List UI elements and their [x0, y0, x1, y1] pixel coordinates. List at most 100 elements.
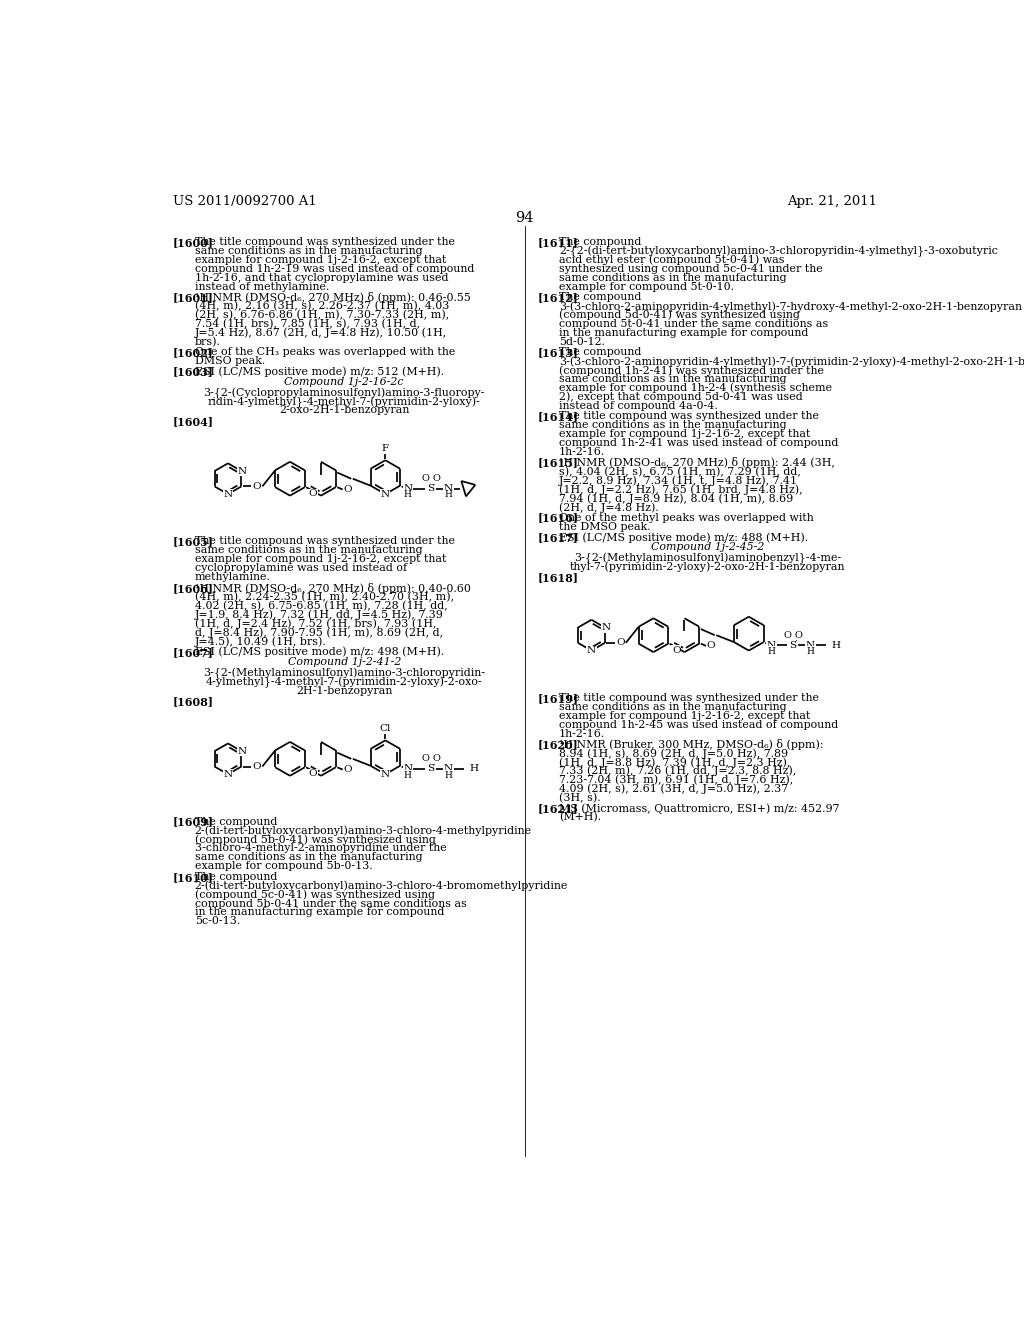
Text: 1h-2-16.: 1h-2-16.: [559, 729, 605, 739]
Text: (2H, d, J=4.8 Hz).: (2H, d, J=4.8 Hz).: [559, 502, 658, 512]
Text: H: H: [806, 647, 814, 656]
Text: example for compound 1j-2-16-2, except that: example for compound 1j-2-16-2, except t…: [559, 429, 810, 440]
Text: 3-(3-chloro-2-aminopyridin-4-ylmethyl)-7-hydroxy-4-methyl-2-oxo-2H-1-benzopyran: 3-(3-chloro-2-aminopyridin-4-ylmethyl)-7…: [559, 301, 1022, 312]
Text: example for compound 5t-0-10.: example for compound 5t-0-10.: [559, 281, 734, 292]
Text: 2H-1-benzopyran: 2H-1-benzopyran: [296, 685, 392, 696]
Text: [1603]: [1603]: [173, 367, 214, 378]
Text: [1614]: [1614]: [538, 412, 579, 422]
Text: Compound 1j-2-41-2: Compound 1j-2-41-2: [288, 657, 401, 667]
Text: brs).: brs).: [195, 337, 220, 347]
Text: One of the CH₃ peaks was overlapped with the: One of the CH₃ peaks was overlapped with…: [195, 347, 455, 358]
Text: same conditions as in the manufacturing: same conditions as in the manufacturing: [195, 853, 422, 862]
Text: ¹H NMR (DMSO-d₆, 270 MHz) δ (ppm): 2.44 (3H,: ¹H NMR (DMSO-d₆, 270 MHz) δ (ppm): 2.44 …: [559, 458, 835, 469]
Text: 7.23-7.04 (3H, m), 6.91 (1H, d, J=7.6 Hz),: 7.23-7.04 (3H, m), 6.91 (1H, d, J=7.6 Hz…: [559, 775, 794, 785]
Text: The compound: The compound: [559, 347, 641, 358]
Text: N: N: [403, 764, 413, 774]
Text: H: H: [444, 771, 452, 780]
Text: O: O: [795, 631, 803, 640]
Text: N: N: [601, 623, 610, 632]
Text: ESI (LC/MS positive mode) m/z: 512 (M+H).: ESI (LC/MS positive mode) m/z: 512 (M+H)…: [195, 367, 443, 378]
Text: MS (Micromass, Quattromicro, ESI+) m/z: 452.97: MS (Micromass, Quattromicro, ESI+) m/z: …: [559, 803, 840, 813]
Text: [1612]: [1612]: [538, 292, 578, 304]
Text: Compound 1j-2-45-2: Compound 1j-2-45-2: [651, 543, 764, 553]
Text: O: O: [672, 645, 681, 655]
Text: 4-ylmethyl}-4-methyl-7-(pyrimidin-2-yloxy)-2-oxo-: 4-ylmethyl}-4-methyl-7-(pyrimidin-2-ylox…: [206, 677, 482, 688]
Text: [1605]: [1605]: [173, 536, 214, 548]
Text: [1609]: [1609]: [173, 817, 214, 828]
Text: [1602]: [1602]: [173, 347, 214, 358]
Text: 5c-0-13.: 5c-0-13.: [195, 916, 240, 927]
Text: US 2011/0092700 A1: US 2011/0092700 A1: [173, 195, 316, 209]
Text: 3-(3-chloro-2-aminopyridin-4-ylmethyl)-7-(pyrimidin-2-yloxy)-4-methyl-2-oxo-2H-1: 3-(3-chloro-2-aminopyridin-4-ylmethyl)-7…: [559, 356, 1024, 367]
Text: O: O: [343, 484, 351, 494]
Text: 4.02 (2H, s), 6.75-6.85 (1H, m), 7.28 (1H, dd,: 4.02 (2H, s), 6.75-6.85 (1H, m), 7.28 (1…: [195, 601, 447, 611]
Text: S: S: [788, 640, 796, 649]
Text: (3H, s).: (3H, s).: [559, 793, 600, 803]
Text: O: O: [616, 639, 625, 647]
Text: [1621]: [1621]: [538, 803, 578, 814]
Text: [1613]: [1613]: [538, 347, 579, 358]
Text: 7.54 (1H, brs), 7.85 (1H, s), 7.93 (1H, d,: 7.54 (1H, brs), 7.85 (1H, s), 7.93 (1H, …: [195, 319, 420, 329]
Text: H: H: [444, 491, 452, 499]
Text: (4H, m), 2.16 (3H, s), 2.26-2.37 (1H, m), 4.03: (4H, m), 2.16 (3H, s), 2.26-2.37 (1H, m)…: [195, 301, 450, 312]
Text: DMSO peak.: DMSO peak.: [195, 356, 265, 366]
Text: One of the methyl peaks was overlapped with: One of the methyl peaks was overlapped w…: [559, 512, 814, 523]
Text: H: H: [469, 764, 478, 774]
Text: acid ethyl ester (compound 5t-0-41) was: acid ethyl ester (compound 5t-0-41) was: [559, 255, 784, 265]
Text: H: H: [403, 491, 412, 499]
Text: in the manufacturing example for compound: in the manufacturing example for compoun…: [559, 327, 808, 338]
Text: The title compound was synthesized under the: The title compound was synthesized under…: [559, 693, 819, 704]
Text: Cl: Cl: [380, 725, 391, 734]
Text: H: H: [767, 647, 775, 656]
Text: 94: 94: [515, 211, 535, 224]
Text: O: O: [422, 474, 430, 483]
Text: (1H, d, J=8.8 Hz), 7.39 (1H, d, J=2.3 Hz),: (1H, d, J=8.8 Hz), 7.39 (1H, d, J=2.3 Hz…: [559, 756, 791, 767]
Text: [1604]: [1604]: [173, 416, 214, 426]
Text: The title compound was synthesized under the: The title compound was synthesized under…: [195, 536, 455, 546]
Text: same conditions as in the manufacturing: same conditions as in the manufacturing: [195, 545, 422, 556]
Text: ridin-4-ylmethyl}-4-methyl-7-(pyrimidin-2-yloxy)-: ridin-4-ylmethyl}-4-methyl-7-(pyrimidin-…: [208, 396, 480, 408]
Text: [1608]: [1608]: [173, 696, 214, 708]
Text: ESI (LC/MS positive mode) m/z: 488 (M+H).: ESI (LC/MS positive mode) m/z: 488 (M+H)…: [559, 532, 808, 543]
Text: compound 1h-2-41 was used instead of compound: compound 1h-2-41 was used instead of com…: [559, 438, 839, 447]
Text: 4.09 (2H, s), 2.61 (3H, d, J=5.0 Hz), 2.37: 4.09 (2H, s), 2.61 (3H, d, J=5.0 Hz), 2.…: [559, 784, 788, 795]
Text: compound 1h-2-19 was used instead of compound: compound 1h-2-19 was used instead of com…: [195, 264, 474, 273]
Text: [1617]: [1617]: [538, 532, 579, 543]
Text: O: O: [343, 766, 351, 774]
Text: compound 1h-2-45 was used instead of compound: compound 1h-2-45 was used instead of com…: [559, 719, 839, 730]
Text: [1600]: [1600]: [173, 238, 214, 248]
Text: same conditions as in the manufacturing: same conditions as in the manufacturing: [559, 374, 786, 384]
Text: J=2.2, 8.9 Hz), 7.34 (1H, t, J=4.8 Hz), 7.41: J=2.2, 8.9 Hz), 7.34 (1H, t, J=4.8 Hz), …: [559, 475, 798, 486]
Text: H: H: [403, 771, 412, 780]
Text: (2H, s), 6.76-6.86 (1H, m), 7.30-7.33 (2H, m),: (2H, s), 6.76-6.86 (1H, m), 7.30-7.33 (2…: [195, 310, 449, 321]
Text: 2-{2-(di-tert-butyloxycarbonyl)amino-3-chloropyridin-4-ylmethyl}-3-oxobutyric: 2-{2-(di-tert-butyloxycarbonyl)amino-3-c…: [559, 246, 997, 257]
Text: 3-chloro-4-methyl-2-aminopyridine under the: 3-chloro-4-methyl-2-aminopyridine under …: [195, 843, 446, 854]
Text: (compound 1h-2-41) was synthesized under the: (compound 1h-2-41) was synthesized under…: [559, 366, 824, 376]
Text: in the manufacturing example for compound: in the manufacturing example for compoun…: [195, 907, 444, 917]
Text: [1610]: [1610]: [173, 871, 214, 883]
Text: The title compound was synthesized under the: The title compound was synthesized under…: [195, 238, 455, 247]
Text: O: O: [422, 754, 430, 763]
Text: N: N: [381, 770, 390, 779]
Text: 2-oxo-2H-1-benzopyran: 2-oxo-2H-1-benzopyran: [279, 405, 410, 416]
Text: example for compound 1j-2-16-2, except that: example for compound 1j-2-16-2, except t…: [195, 255, 446, 265]
Text: O: O: [308, 770, 317, 779]
Text: (1H, d, J=2.2 Hz), 7.65 (1H, brd, J=4.8 Hz),: (1H, d, J=2.2 Hz), 7.65 (1H, brd, J=4.8 …: [559, 484, 803, 495]
Text: 7.33 (2H, m), 7.26 (1H, dd, J=2.3, 8.8 Hz),: 7.33 (2H, m), 7.26 (1H, dd, J=2.3, 8.8 H…: [559, 766, 796, 776]
Text: Apr. 21, 2011: Apr. 21, 2011: [786, 195, 877, 209]
Text: O: O: [253, 482, 261, 491]
Text: example for compound 1h-2-4 (synthesis scheme: example for compound 1h-2-4 (synthesis s…: [559, 383, 833, 393]
Text: synthesized using compound 5c-0-41 under the: synthesized using compound 5c-0-41 under…: [559, 264, 822, 273]
Text: 2), except that compound 5d-0-41 was used: 2), except that compound 5d-0-41 was use…: [559, 392, 803, 403]
Text: 2-(di-tert-butyloxycarbonyl)amino-3-chloro-4-methylpyridine: 2-(di-tert-butyloxycarbonyl)amino-3-chlo…: [195, 825, 531, 836]
Text: [1620]: [1620]: [538, 739, 578, 750]
Text: 3-{2-(Methylaminosulfonyl)aminobenzyl}-4-me-: 3-{2-(Methylaminosulfonyl)aminobenzyl}-4…: [574, 553, 842, 564]
Text: cyclopropylamine was used instead of: cyclopropylamine was used instead of: [195, 564, 407, 573]
Text: the DMSO peak.: the DMSO peak.: [559, 521, 650, 532]
Text: N: N: [223, 770, 232, 779]
Text: O: O: [783, 631, 792, 640]
Text: same conditions as in the manufacturing: same conditions as in the manufacturing: [559, 702, 786, 711]
Text: N: N: [381, 490, 390, 499]
Text: N: N: [806, 640, 815, 649]
Text: (compound 5b-0-41) was synthesized using: (compound 5b-0-41) was synthesized using: [195, 834, 435, 845]
